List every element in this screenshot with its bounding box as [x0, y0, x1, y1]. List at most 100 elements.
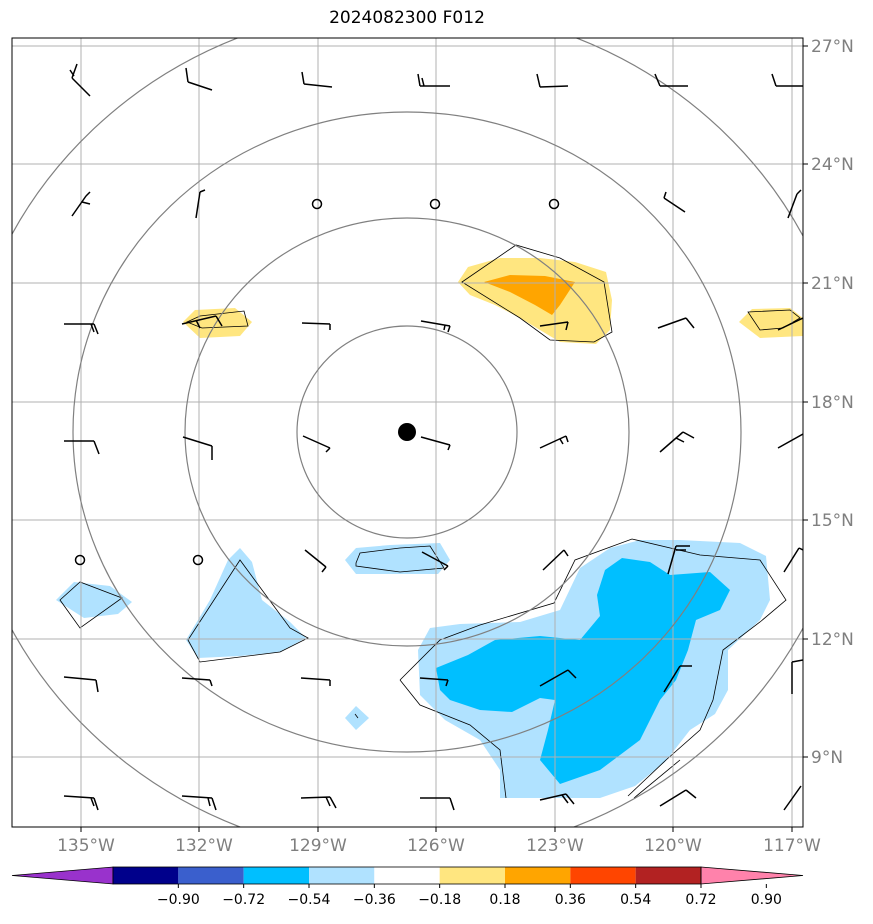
wind-barb [71, 191, 91, 217]
colorbar-segment [243, 867, 309, 884]
wind-barb [539, 669, 577, 687]
wind-barb [539, 321, 569, 331]
calm-wind-marker [192, 554, 204, 566]
wind-barb [667, 545, 690, 575]
colorbar-segment [374, 867, 440, 884]
map-title: 2024082300 F012 [329, 8, 485, 28]
wind-barb [777, 317, 803, 331]
wind-barb [783, 547, 803, 573]
lat-label: 9°N [811, 748, 843, 768]
colorbar-segment [505, 867, 571, 884]
wind-barb [63, 676, 99, 693]
distance-rings [12, 38, 803, 827]
wind-barb [539, 793, 575, 805]
calm-wind-marker [74, 554, 86, 566]
wind-barb [420, 797, 455, 811]
colorbar-tick-label: 0.36 [555, 892, 586, 908]
colorbar-extend-max [700, 866, 804, 885]
wind-barb [64, 323, 99, 335]
wind-barb [69, 63, 91, 97]
colorbar-tick-label: 0.18 [489, 892, 520, 908]
wind-barb [195, 189, 206, 219]
colorbar-tick-label: −0.36 [353, 892, 396, 908]
wind-barb [542, 549, 569, 571]
lon-label: 117°W [763, 836, 821, 856]
calm-wind-marker [311, 198, 323, 210]
wind-barb [777, 433, 803, 449]
colorbar-tick-label: 0.90 [751, 892, 782, 908]
storm-center-marker [398, 423, 416, 441]
wind-barb [536, 73, 569, 88]
wind-barb [420, 320, 451, 333]
wind-barb [302, 435, 331, 453]
lat-ticks [803, 45, 808, 758]
colorbar-tick-label: −0.54 [288, 892, 331, 908]
colorbar: −0.90 −0.72 −0.54 −0.36 −0.18 0.18 0.36 0.54 0.7… [11, 866, 804, 908]
lon-labels: 135°W 132°W 129°W 126°W 123°W 120°W 117°… [57, 836, 821, 856]
wind-barb [300, 796, 337, 809]
wind-barb [300, 677, 331, 686]
wind-barb [783, 785, 802, 811]
wind-barb [420, 436, 451, 451]
lat-label: 24°N [811, 155, 854, 175]
colorbar-frame [112, 866, 702, 885]
wind-barb [663, 191, 686, 213]
colorbar-segment [570, 867, 636, 884]
wind-barb [64, 440, 100, 455]
wind-barb [181, 795, 217, 811]
colorbar-tick-label: −0.72 [222, 892, 265, 908]
negative-anomaly-area [56, 582, 132, 618]
shaded-fields [56, 258, 803, 798]
wind-barb [182, 436, 213, 460]
lon-label: 129°W [289, 836, 347, 856]
lon-label: 135°W [57, 836, 115, 856]
colorbar-extend-min [11, 866, 114, 885]
wind-barb [181, 677, 213, 687]
strong-negative-anomaly-area [436, 558, 730, 784]
negative-anomaly-area [186, 548, 306, 658]
lat-labels: 27°N 24°N 21°N 18°N 15°N 12°N 9°N [811, 37, 854, 768]
colorbar-tick-label: 0.72 [685, 892, 716, 908]
strong-positive-anomaly-area [484, 275, 575, 315]
colorbar-segment [309, 867, 375, 884]
lat-label: 18°N [811, 393, 854, 413]
negative-anomaly-area [345, 543, 450, 574]
wind-barb [539, 435, 569, 449]
wind-barb [301, 71, 333, 88]
map-frame [11, 37, 804, 828]
map-plot-area [12, 38, 803, 827]
wind-barbs [63, 63, 803, 811]
colorbar-segment [113, 867, 179, 884]
wind-barb [421, 551, 449, 571]
positive-anomaly-area [739, 308, 803, 338]
colorbar-tick-label: −0.90 [157, 892, 200, 908]
wind-barb [659, 789, 697, 807]
colorbar-segment [178, 867, 244, 884]
calm-wind-marker [429, 198, 441, 210]
colorbar-tick-label: −0.18 [418, 892, 461, 908]
negative-anomaly-area [345, 706, 369, 730]
wind-barb [185, 67, 213, 91]
wind-barb [787, 189, 802, 219]
wind-barb [181, 315, 223, 329]
wind-barb [654, 73, 688, 87]
lon-label: 132°W [175, 836, 233, 856]
lat-label: 21°N [811, 274, 854, 294]
wind-barb [657, 317, 695, 329]
graticule [12, 38, 803, 827]
wind-barb [304, 549, 327, 573]
wind-barb [63, 795, 99, 811]
lon-label: 123°W [526, 836, 584, 856]
lon-label: 120°W [644, 836, 702, 856]
wind-barb [791, 659, 803, 694]
wind-barb [663, 665, 692, 693]
lon-ticks [80, 827, 793, 832]
colorbar-tick-label: 0.54 [620, 892, 651, 908]
colorbar-segment [439, 867, 505, 884]
wind-barb [659, 431, 695, 453]
wind-barb [417, 73, 450, 87]
calm-wind-marker [548, 198, 560, 210]
positive-anomaly-area [183, 308, 252, 338]
wind-barb [771, 73, 803, 87]
